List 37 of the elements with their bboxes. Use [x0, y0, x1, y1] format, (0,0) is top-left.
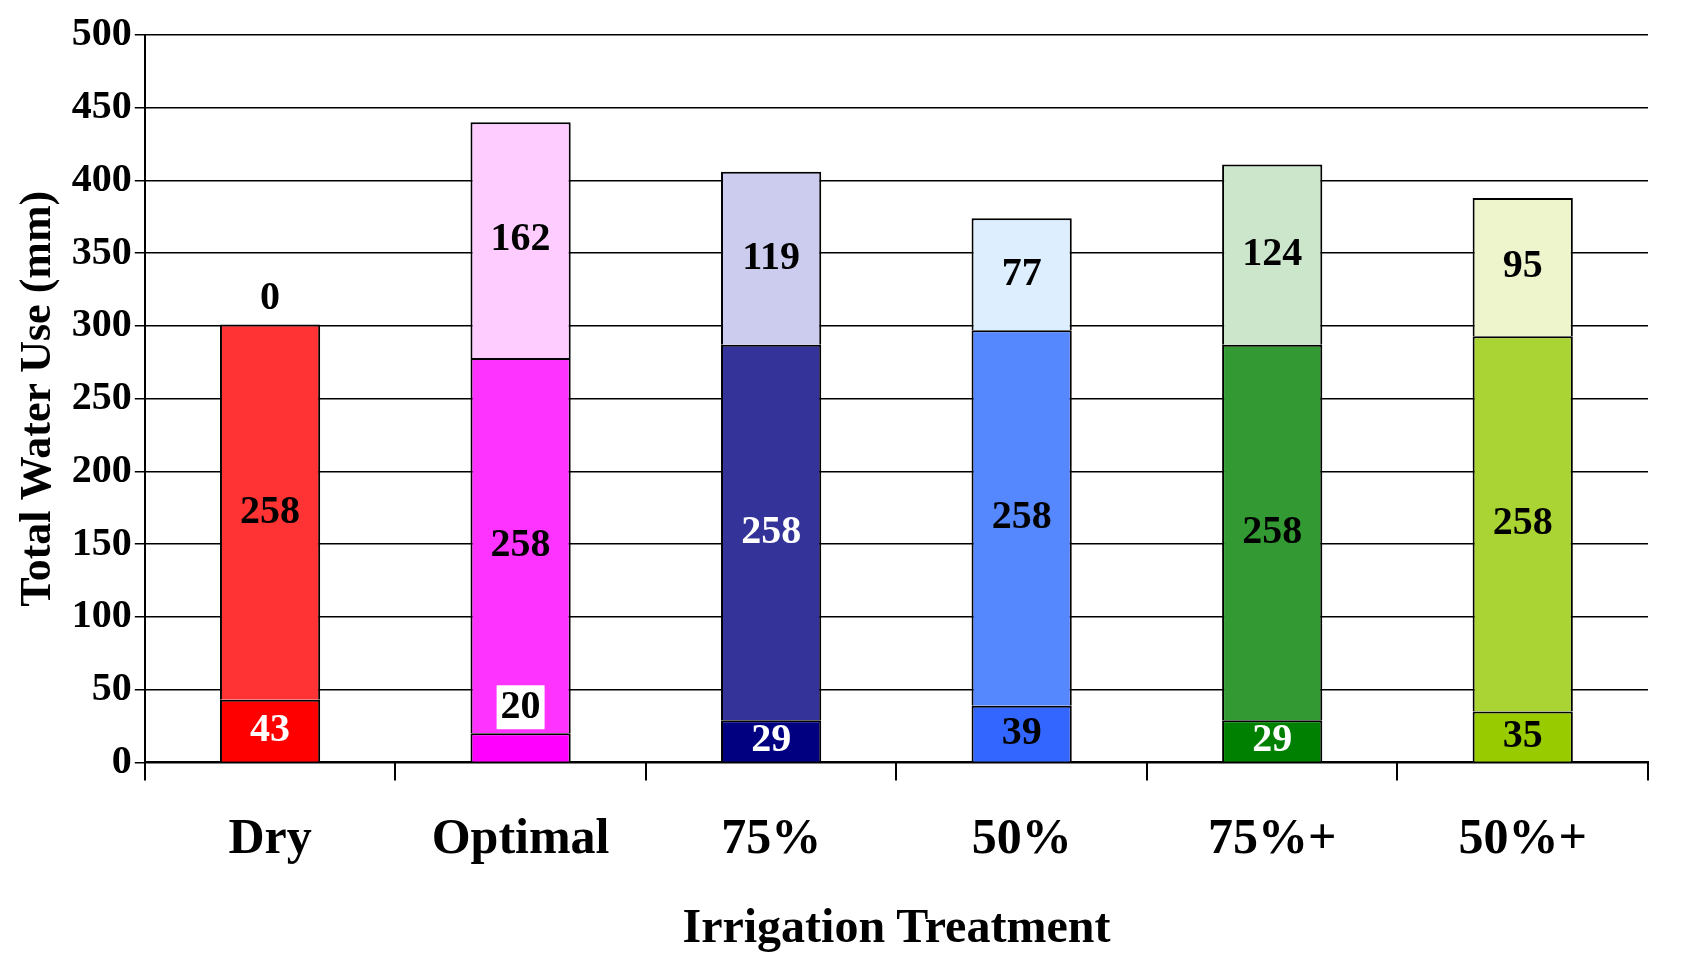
x-tick-label: 50% — [971, 808, 1072, 865]
y-tick-label: 200 — [71, 445, 132, 491]
y-tick-label: 300 — [71, 300, 132, 346]
y-tick-label: 0 — [111, 736, 132, 782]
y-tick-label: 350 — [71, 227, 132, 273]
y-axis-title: Total Water Use (mm) — [10, 190, 60, 607]
x-tick-label: Dry — [228, 808, 312, 865]
data-label: 258 — [490, 519, 551, 565]
x-tick-label: 75%+ — [1207, 808, 1337, 865]
data-label: 258 — [1492, 498, 1553, 544]
data-label: 95 — [1502, 241, 1543, 287]
data-label: 20 — [500, 681, 541, 727]
x-tick-label: 75% — [721, 808, 822, 865]
data-label: 35 — [1502, 710, 1543, 756]
data-label: 258 — [240, 486, 301, 532]
data-label: 119 — [742, 232, 801, 278]
y-tick-label: 500 — [71, 9, 132, 55]
data-label: 77 — [1001, 248, 1042, 294]
x-tick-label: Optimal — [431, 808, 610, 865]
data-label: 29 — [1252, 715, 1293, 761]
y-tick-label: 150 — [71, 518, 132, 564]
x-axis-title: Irrigation Treatment — [682, 898, 1111, 952]
data-label: 162 — [490, 214, 551, 260]
y-tick-label: 100 — [71, 591, 132, 637]
y-tick-label: 450 — [71, 82, 132, 128]
data-label: 29 — [751, 715, 792, 761]
data-label: 124 — [1242, 229, 1303, 274]
data-label: 39 — [1001, 707, 1042, 753]
y-tick-label: 50 — [91, 663, 132, 709]
data-label: 258 — [991, 492, 1052, 538]
x-tick-label: 50%+ — [1458, 808, 1587, 865]
data-label: 0 — [260, 272, 281, 318]
y-tick-label: 400 — [71, 154, 132, 200]
data-label: 258 — [1242, 506, 1303, 552]
data-label: 43 — [250, 705, 291, 751]
data-label: 258 — [741, 506, 802, 552]
y-tick-label: 250 — [71, 373, 132, 419]
